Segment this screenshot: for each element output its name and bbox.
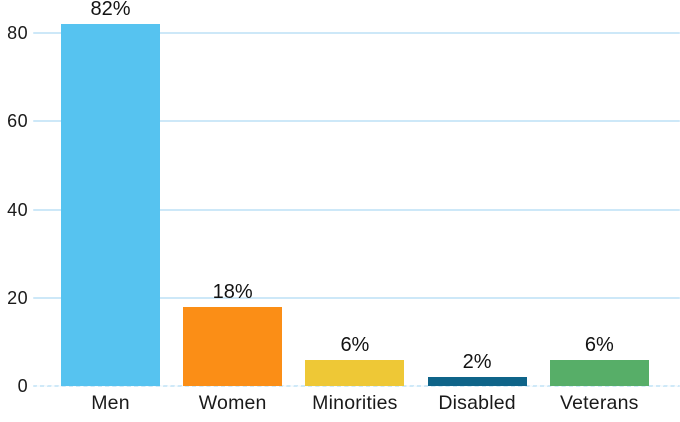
y-gridline [33,32,680,34]
category-label-men: Men [91,392,130,414]
y-gridline [33,296,680,299]
category-label-disabled: Disabled [438,392,516,414]
value-label-veterans: 6% [584,333,614,356]
bar-disabled [427,377,527,386]
y-axis-tick-label: 20 [7,287,28,308]
y-axis-tick-label: 40 [7,199,28,220]
y-axis-tick-label: 0 [17,376,28,396]
bar-veterans [549,359,649,386]
category-label-minorities: Minorities [312,392,398,414]
value-label-women: 18% [212,280,253,303]
bar-women [183,306,283,386]
y-gridline [33,120,680,123]
value-label-men: 82% [90,0,131,21]
y-gridline [33,208,680,211]
category-label-veterans: Veterans [560,392,639,414]
x-axis-baseline [33,385,680,387]
y-axis-tick-label: 80 [7,23,28,43]
bar-minorities [305,359,405,386]
value-label-minorities: 6% [340,333,370,356]
category-label-women: Women [198,392,267,414]
bar-men [61,24,160,386]
value-label-disabled: 2% [462,351,492,374]
y-axis-tick-label: 60 [7,111,28,132]
